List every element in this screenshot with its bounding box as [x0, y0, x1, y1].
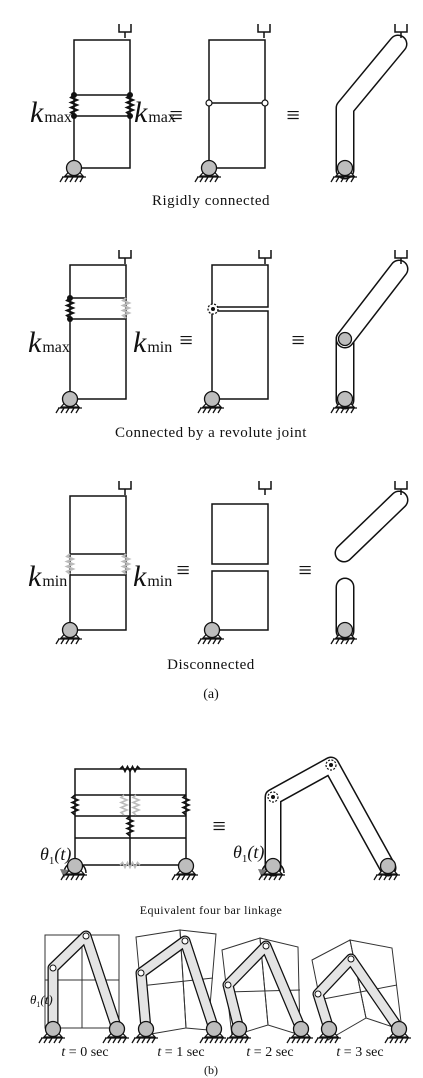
- caption-four-bar: Equivalent four bar linkage: [140, 903, 282, 917]
- row-rigid: kmax kmax ≡ ≡ Rigidly connected: [30, 23, 408, 209]
- equiv-symbol: ≡: [286, 103, 300, 129]
- k-right-label: kmin: [133, 560, 172, 593]
- k-left-label: kmax: [30, 96, 72, 129]
- frame-t2: [221, 937, 313, 1043]
- time-label-0: t = 0 sec: [61, 1045, 108, 1060]
- spring-left: [68, 94, 80, 116]
- spring-right: [124, 94, 136, 116]
- time-label-1: t = 1 sec: [157, 1045, 204, 1060]
- time-label-3: t = 3 sec: [336, 1045, 383, 1060]
- equiv-symbol: ≡: [176, 558, 190, 584]
- structure-joints-rigid: [195, 23, 271, 182]
- time-sequence: θ1(t): [30, 929, 411, 1060]
- frame-t1: [132, 929, 226, 1043]
- panel-b-label: (b): [204, 1063, 218, 1077]
- row-revolute: kmax kmin ≡ ≡ Connected by a revolute jo…: [28, 249, 409, 441]
- spring-right-soft: [120, 297, 132, 319]
- equiv-symbol: ≡: [291, 328, 305, 354]
- frame-t3: [311, 939, 411, 1043]
- structure-joints-revolute: [198, 249, 272, 413]
- structure-grid: θ1(t): [40, 764, 198, 881]
- caption-revolute: Connected by a revolute joint: [115, 425, 307, 441]
- equiv-symbol: ≡: [169, 103, 183, 129]
- caption-disconnected: Disconnected: [167, 657, 255, 673]
- panel-a-label: (a): [203, 687, 219, 702]
- theta-label: θ1(t): [233, 842, 264, 865]
- row-disconnected: kmin kmin ≡ ≡ Disconnected: [28, 480, 409, 673]
- panel-b-top: θ1(t) ≡ θ1(t) Equivalent four bar linkag…: [40, 756, 400, 917]
- time-label-2: t = 2 sec: [246, 1045, 293, 1060]
- structure-joints-disconnected: [198, 480, 272, 644]
- frame-t0: θ1(t): [30, 930, 129, 1043]
- k-left-label: kmin: [28, 560, 67, 593]
- spring-left-soft: [64, 553, 76, 575]
- linkage-disconnected: [331, 480, 409, 644]
- structure-springs-rigid: kmax kmax: [30, 23, 176, 182]
- structure-springs-disconnected: kmin kmin: [28, 480, 172, 644]
- theta-label: θ1(t): [40, 844, 71, 867]
- linkage-rigid: [331, 23, 408, 182]
- linkage-revolute: [331, 249, 409, 413]
- theta-label: θ1(t): [30, 992, 53, 1009]
- spring-left: [64, 297, 76, 319]
- equiv-symbol: ≡: [212, 814, 226, 840]
- four-bar-linkage: θ1(t): [233, 756, 400, 880]
- equiv-symbol: ≡: [298, 558, 312, 584]
- k-right-label: kmax: [134, 96, 176, 129]
- k-right-label: kmin: [133, 326, 172, 359]
- caption-rigid: Rigidly connected: [152, 193, 270, 209]
- spring-right-soft: [120, 553, 132, 575]
- structure-springs-revolute: kmax kmin: [28, 249, 172, 413]
- k-left-label: kmax: [28, 326, 70, 359]
- equiv-symbol: ≡: [179, 328, 193, 354]
